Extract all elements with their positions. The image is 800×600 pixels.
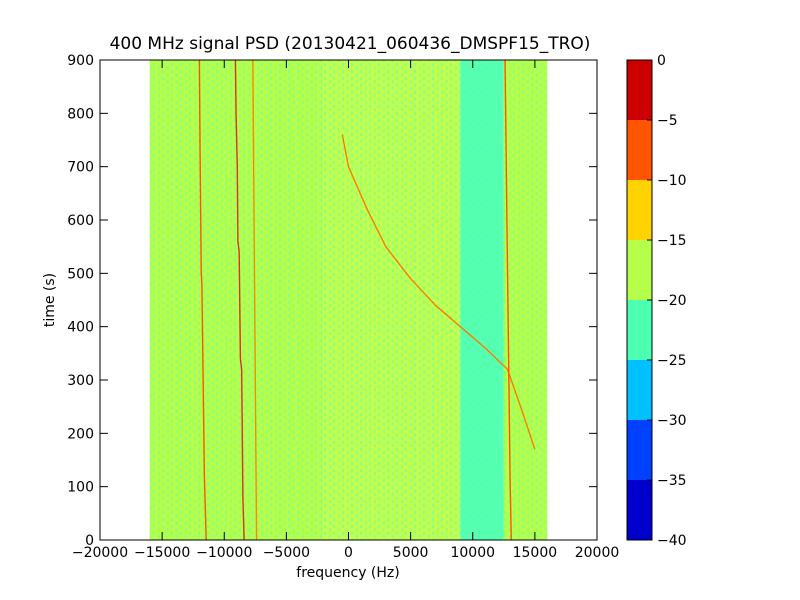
x-tick-label: −15000: [134, 545, 190, 561]
x-tick-label: 10000: [450, 545, 495, 561]
x-axis-label: frequency (Hz): [296, 565, 399, 581]
y-tick-label: 400: [67, 320, 94, 336]
colorbar-tick-label: −10: [657, 173, 687, 189]
y-tick-label: 300: [67, 373, 94, 389]
y-axis-ticks: 0 100 200 300 400 500 600 700 800 900: [67, 53, 597, 549]
colorbar-band: [627, 420, 652, 480]
colorbar-band: [627, 120, 652, 180]
colorbar-tick-label: −15: [657, 233, 687, 249]
x-tick-label: 20000: [575, 545, 620, 561]
signal-traces: [198, 60, 536, 540]
plot-area: −20000 −15000 −10000 −5000 0 5000 10000 15000 20…: [67, 53, 619, 561]
signal-trace: [234, 60, 245, 540]
y-tick-label: 700: [67, 160, 94, 176]
x-axis-ticks: −20000 −15000 −10000 −5000 0 5000 10000 15000 20…: [72, 60, 619, 561]
colorbar-tick-label: −30: [657, 413, 687, 429]
heatmap-noise-texture: [149, 60, 548, 540]
signal-trace: [198, 60, 207, 540]
x-tick-label: 15000: [513, 545, 558, 561]
colorbar: 0 −5 −10 −15 −20 −25 −30 −35 −40: [626, 53, 687, 549]
y-tick-label: 200: [67, 426, 94, 442]
colorbar-tick-label: 0: [657, 53, 666, 69]
colorbar-ticks: 0 −5 −10 −15 −20 −25 −30 −35 −40: [647, 53, 687, 549]
y-axis-label: time (s): [42, 273, 58, 327]
y-tick-label: 500: [67, 266, 94, 282]
colorbar-tick-label: −35: [657, 473, 687, 489]
colorbar-band: [627, 300, 652, 360]
y-tick-label: 800: [67, 106, 94, 122]
colorbar-band: [627, 480, 652, 540]
y-tick-label: 0: [85, 533, 94, 549]
x-tick-label: −10000: [196, 545, 252, 561]
y-tick-label: 600: [67, 213, 94, 229]
signal-trace: [252, 60, 258, 540]
x-tick-label: −5000: [263, 545, 310, 561]
colorbar-tick-label: −25: [657, 353, 687, 369]
colorbar-band: [627, 180, 652, 240]
x-tick-label: 0: [344, 545, 353, 561]
colorbar-tick-label: −5: [657, 113, 678, 129]
colorbar-band: [627, 60, 652, 120]
x-tick-label: 5000: [393, 545, 429, 561]
y-tick-label: 900: [67, 53, 94, 69]
colorbar-tick-label: −20: [657, 293, 687, 309]
signal-trace: [504, 60, 512, 540]
chart-title: 400 MHz signal PSD (20130421_060436_DMSP…: [110, 34, 591, 54]
colorbar-band: [627, 240, 652, 300]
signal-trace: [341, 134, 536, 450]
x-tick-label: −20000: [72, 545, 128, 561]
colorbar-band: [627, 360, 652, 420]
colorbar-bands: [627, 60, 652, 540]
y-tick-label: 100: [67, 480, 94, 496]
colorbar-tick-label: −40: [657, 533, 687, 549]
heatmap-layer: [149, 60, 548, 540]
